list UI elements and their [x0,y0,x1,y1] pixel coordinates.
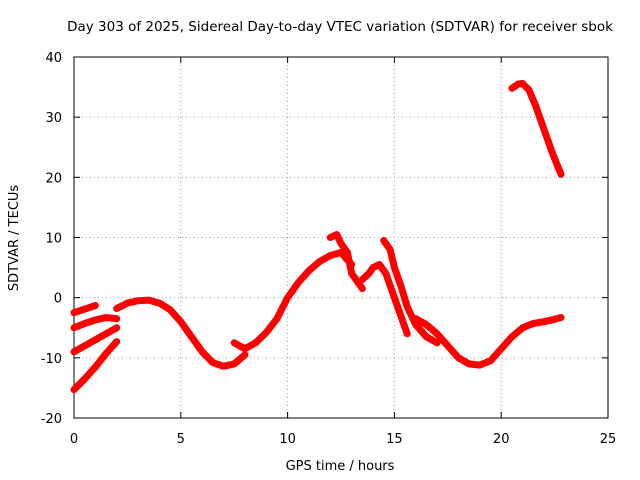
series-line-arc-1 [70,302,99,317]
x-tick-label: 0 [70,432,78,447]
x-tick-label: 10 [279,432,296,447]
x-tick-label: 25 [600,432,617,447]
series-line-arc-8 [358,261,411,338]
series-line-arc-2 [70,314,121,332]
y-tick-labels: -20 -10 0 10 20 30 40 [41,51,62,427]
y-tick-label: 40 [45,51,62,66]
x-axis-label: GPS time / hours [286,459,395,474]
series-line-arc-11 [508,80,565,178]
series-line-arc-7 [326,231,366,293]
axis-ticks [73,56,609,419]
series-line-arc-5 [113,296,249,370]
y-tick-label: -20 [41,412,62,427]
series-line-arc-4 [70,338,121,394]
grid [74,57,608,418]
y-tick-label: -10 [41,352,62,367]
y-tick-label: 30 [45,111,62,126]
series-line-arc-3 [70,324,121,356]
x-tick-label: 5 [177,432,185,447]
data-series [70,80,565,394]
x-tick-labels: 0 5 10 15 20 25 [70,432,616,447]
series-line-arc-6 [230,249,356,353]
y-tick-label: 0 [54,292,62,307]
x-tick-label: 15 [386,432,403,447]
series-line-arc-9 [380,237,441,347]
x-tick-label: 20 [493,432,510,447]
y-tick-label: 10 [45,232,62,247]
chart-title: Day 303 of 2025, Sidereal Day-to-day VTE… [67,19,613,35]
series-line-arc-10 [412,314,565,369]
y-tick-label: 20 [45,171,62,186]
y-axis-label: SDTVAR / TECUs [7,185,22,292]
